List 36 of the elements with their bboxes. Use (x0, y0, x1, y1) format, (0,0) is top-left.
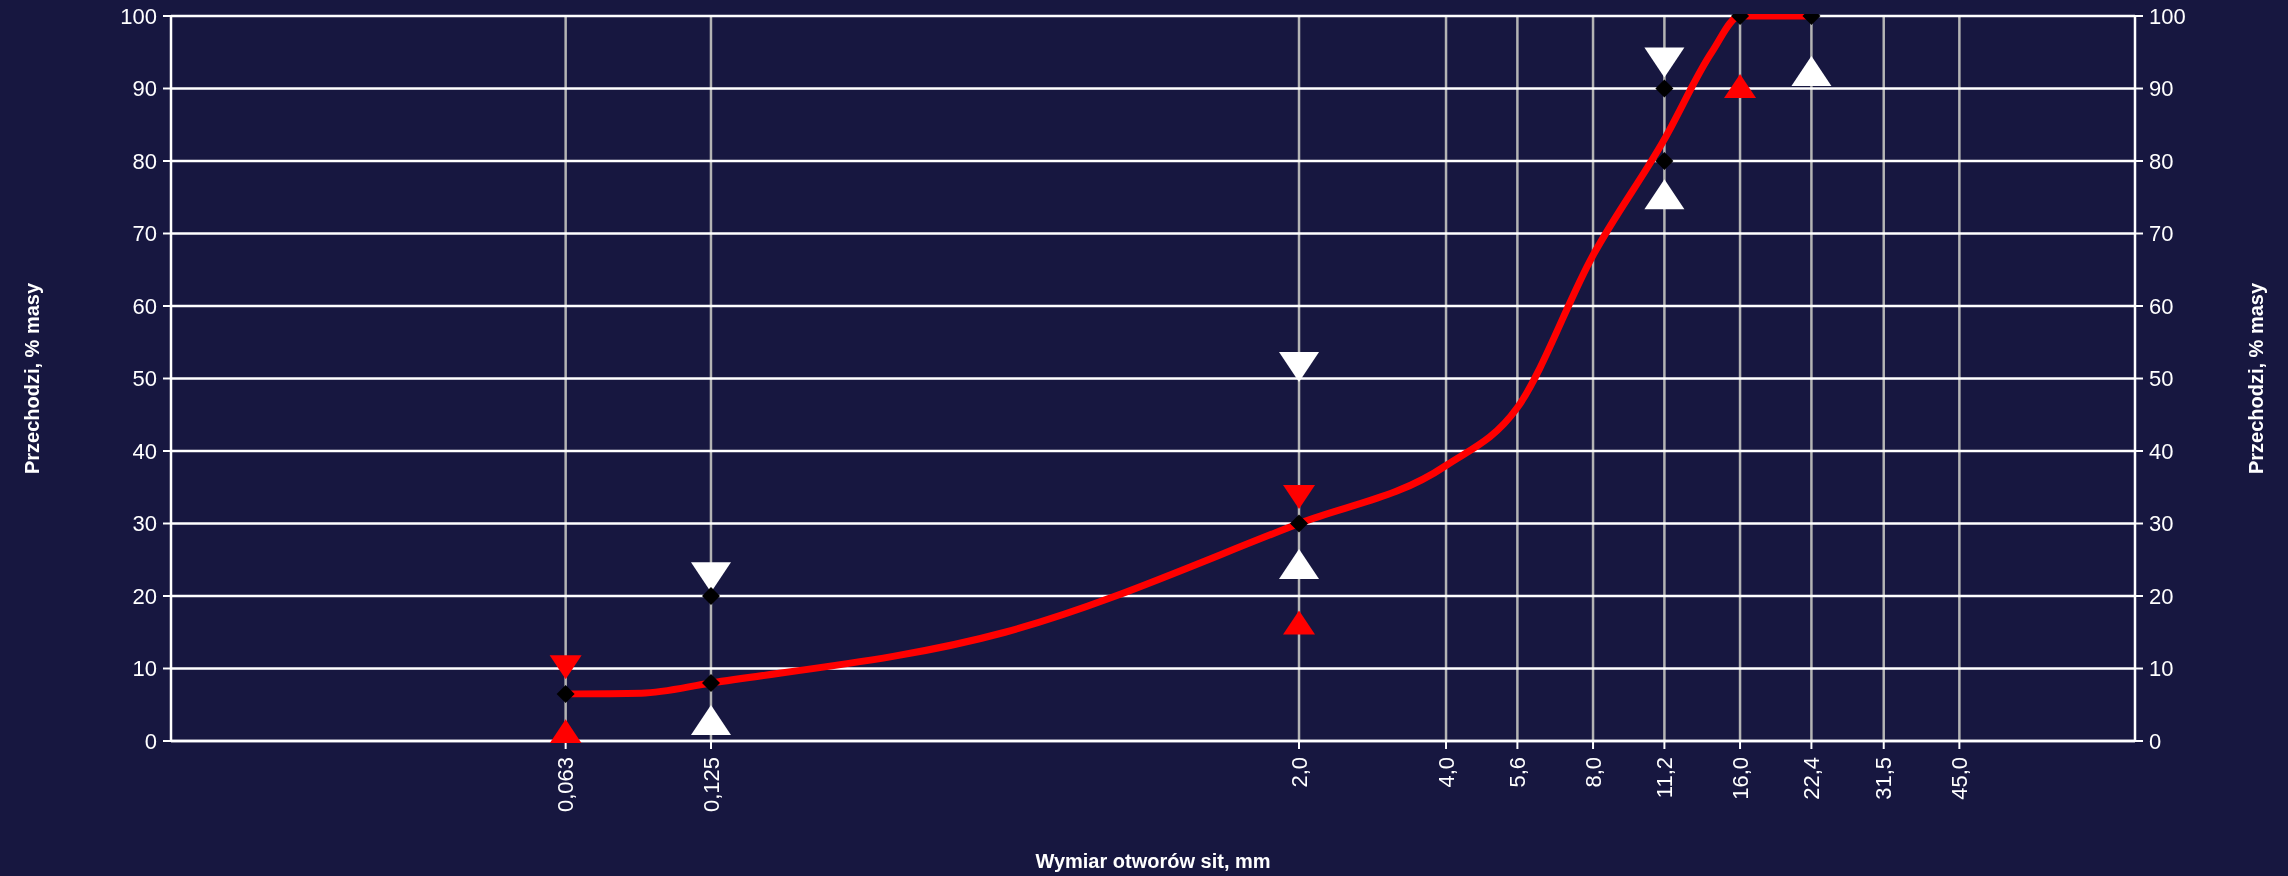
y-tick-label: 50 (132, 366, 157, 392)
y2-tick-label: 100 (2149, 3, 2186, 29)
y-tick-label: 60 (132, 293, 157, 319)
x-tick-label: 2,0 (1286, 757, 1312, 788)
x-tick-label: 31,5 (1871, 757, 1897, 800)
y-tick-label: 70 (132, 221, 157, 247)
y2-tick-label: 70 (2149, 221, 2174, 247)
x-tick-label: 11,2 (1652, 757, 1678, 799)
y2-tick-label: 30 (2149, 511, 2174, 537)
y-tick-label: 10 (132, 656, 157, 682)
y2-tick-label: 60 (2149, 293, 2174, 319)
x-tick-label: 0,063 (553, 757, 579, 813)
x-tick-label: 16,0 (1727, 757, 1753, 800)
x-tick-label: 5,6 (1505, 757, 1531, 788)
y-tick-label: 0 (144, 728, 157, 754)
y2-tick-label: 10 (2149, 656, 2174, 682)
y-tick-label: 30 (132, 511, 157, 537)
x-axis-title: Wymiar otworów sit, mm (1035, 850, 1271, 872)
x-tick-label: 22,4 (1799, 757, 1825, 800)
y2-tick-label: 80 (2149, 148, 2174, 174)
y2-tick-label: 0 (2149, 728, 2162, 754)
x-tick-label: 45,0 (1947, 757, 1973, 800)
y2-tick-label: 50 (2149, 366, 2174, 392)
x-tick-label: 0,125 (698, 757, 724, 813)
y-tick-label: 100 (120, 3, 157, 29)
x-tick-label: 4,0 (1433, 757, 1459, 788)
y-tick-label: 80 (132, 148, 157, 174)
y2-tick-label: 20 (2149, 583, 2174, 609)
y-tick-label: 90 (132, 76, 157, 102)
y-tick-label: 40 (132, 438, 157, 464)
y-axis-title: Przechodzi, % masy (21, 282, 43, 475)
y-tick-label: 20 (132, 583, 157, 609)
x-tick-label: 8,0 (1580, 757, 1606, 788)
y2-tick-label: 40 (2149, 438, 2174, 464)
y2-axis-title: Przechodzi, % masy (2245, 282, 2267, 475)
y2-tick-label: 90 (2149, 76, 2174, 102)
